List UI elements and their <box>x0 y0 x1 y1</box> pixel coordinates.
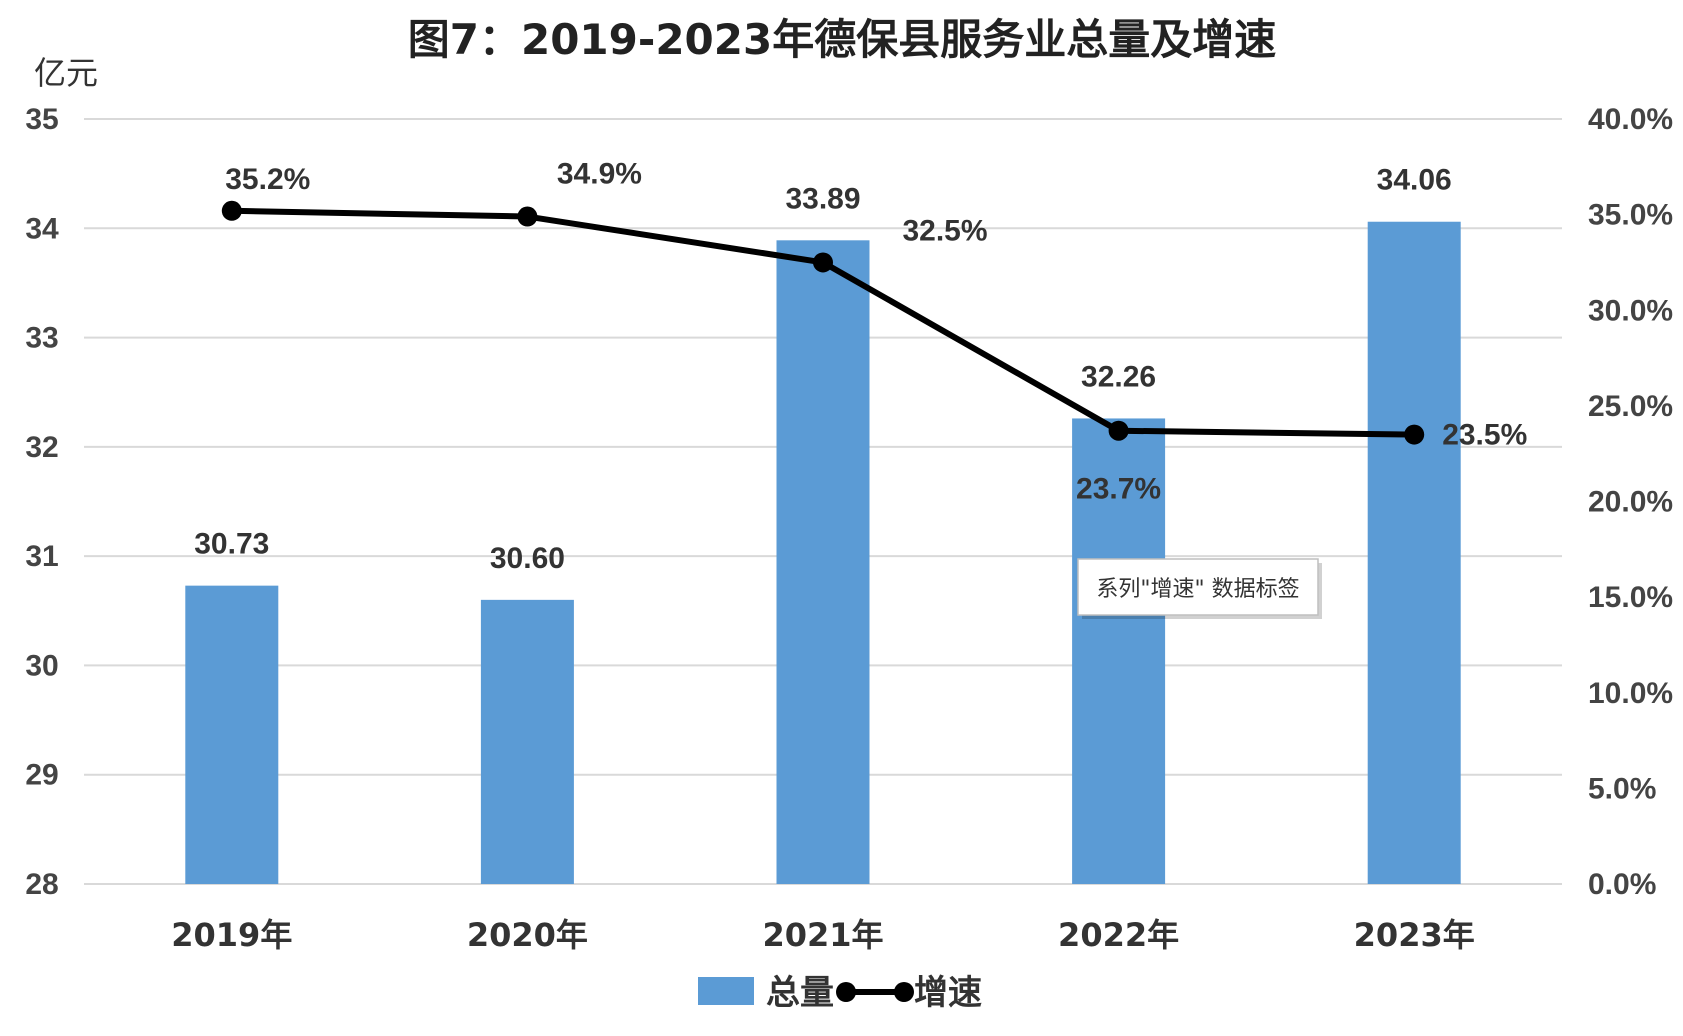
legend-label: 增速 <box>914 973 982 1013</box>
line-point <box>1404 424 1425 445</box>
y2-tick-label: 35.0% <box>1588 199 1673 232</box>
data-labels: 30.73 30.60 33.89 32.26 34.06 35.2% 34.9% 32.5%… <box>194 158 1527 575</box>
y2-tick-label: 25.0% <box>1588 390 1673 423</box>
line-point <box>813 252 833 273</box>
x-tick-label: 2021年 <box>762 916 883 954</box>
bar-data-label: 30.60 <box>490 542 565 575</box>
bar <box>185 585 279 884</box>
line-data-label: 23.5% <box>1442 419 1527 452</box>
x-tick-label: 2023年 <box>1354 916 1475 954</box>
line-point <box>517 206 538 227</box>
line-point <box>221 200 242 221</box>
bar-data-label: 34.06 <box>1377 164 1452 197</box>
legend-marker <box>894 982 914 1002</box>
tooltip-text: 系列"增速" 数据标签 <box>1096 577 1299 602</box>
line-data-label: 32.5% <box>902 214 987 247</box>
y2-tick-label: 10.0% <box>1588 677 1673 710</box>
tooltip: 系列"增速" 数据标签 <box>1077 558 1322 619</box>
legend: 总量 增速 <box>698 973 982 1013</box>
y-tick-label: 34 <box>25 212 59 245</box>
line-point <box>1108 420 1129 441</box>
bar-data-label: 32.26 <box>1081 360 1156 393</box>
y-tick-label: 31 <box>25 540 58 573</box>
x-tick-label: 2022年 <box>1058 916 1179 954</box>
bar <box>776 240 870 885</box>
chart-title: 图7：2019-2023年德保县服务业总量及增速 <box>408 15 1276 64</box>
line-data-label: 34.9% <box>557 158 642 191</box>
bar-data-label: 33.89 <box>785 182 860 215</box>
bar-series <box>185 221 1461 885</box>
y-tick-label: 28 <box>25 868 58 901</box>
y2-tick-label: 0.0% <box>1588 868 1656 901</box>
bar <box>1072 418 1166 884</box>
y-tick-label: 30 <box>25 649 58 682</box>
legend-marker <box>836 982 856 1002</box>
bar-data-label: 30.73 <box>194 528 269 561</box>
y2-tick-label: 20.0% <box>1588 486 1673 519</box>
y-tick-label: 29 <box>25 759 58 792</box>
y-tick-label: 33 <box>25 322 58 355</box>
line-data-label: 35.2% <box>225 163 310 196</box>
legend-label: 总量 <box>766 973 834 1013</box>
x-tick-label: 2019年 <box>171 916 292 954</box>
legend-swatch-bar <box>698 977 754 1005</box>
axis-labels: 35 34 33 32 31 30 29 28 40.0% 35.0% 30.0% 25.0% 20.0… <box>25 103 1673 954</box>
y-axis-unit-label: 亿元 <box>34 54 98 92</box>
bar <box>1367 221 1461 884</box>
y-tick-label: 35 <box>25 103 58 136</box>
bar <box>480 599 574 884</box>
tooltip-box <box>1077 558 1319 616</box>
y2-tick-label: 15.0% <box>1588 581 1673 614</box>
x-tick-label: 2020年 <box>467 916 588 954</box>
y2-tick-label: 40.0% <box>1588 103 1673 136</box>
line-series <box>221 200 1425 445</box>
line-data-label: 23.7% <box>1076 473 1161 506</box>
y2-tick-label: 5.0% <box>1588 772 1656 805</box>
y2-tick-label: 30.0% <box>1588 294 1673 327</box>
y-tick-label: 32 <box>25 431 58 464</box>
